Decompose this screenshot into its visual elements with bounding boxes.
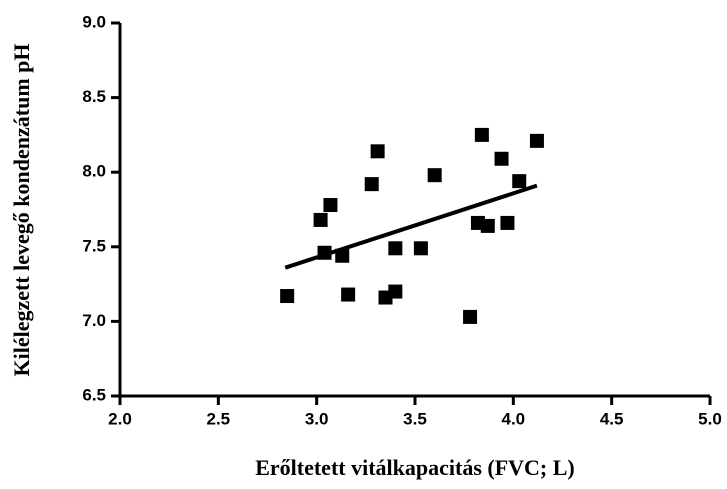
trendline <box>284 183 538 270</box>
point <box>341 287 356 302</box>
point <box>480 218 495 233</box>
point <box>463 309 478 324</box>
y-axis-title: Kilélegzett levegő kondenzátum pH <box>9 43 34 376</box>
point <box>370 144 385 159</box>
x-tick-label: 2.0 <box>108 409 132 428</box>
point <box>313 212 328 227</box>
point <box>427 168 442 183</box>
x-tick-label: 2.5 <box>207 409 231 428</box>
point <box>323 198 338 213</box>
point <box>474 127 489 142</box>
y-tick-label: 6.5 <box>82 385 106 404</box>
point <box>529 133 544 148</box>
y-tick-label: 7.0 <box>82 311 106 330</box>
y-tick-label: 8.0 <box>82 162 106 181</box>
x-tick-label: 4.5 <box>600 409 624 428</box>
point <box>494 151 509 166</box>
x-tick-label: 4.0 <box>502 409 526 428</box>
x-tick-label: 3.0 <box>305 409 329 428</box>
y-tick-label: 7.5 <box>82 236 106 255</box>
x-tick-label: 5.0 <box>698 409 722 428</box>
point <box>388 284 403 299</box>
point <box>364 177 379 192</box>
point <box>280 289 295 304</box>
point <box>413 241 428 256</box>
y-tick-label: 9.0 <box>82 12 106 31</box>
point <box>500 215 515 230</box>
point <box>512 174 527 189</box>
x-tick-label: 3.5 <box>403 409 427 428</box>
x-axis-title: Erőltetett vitálkapacitás (FVC; L) <box>255 455 575 480</box>
point <box>388 241 403 256</box>
y-tick-label: 8.5 <box>82 87 106 106</box>
